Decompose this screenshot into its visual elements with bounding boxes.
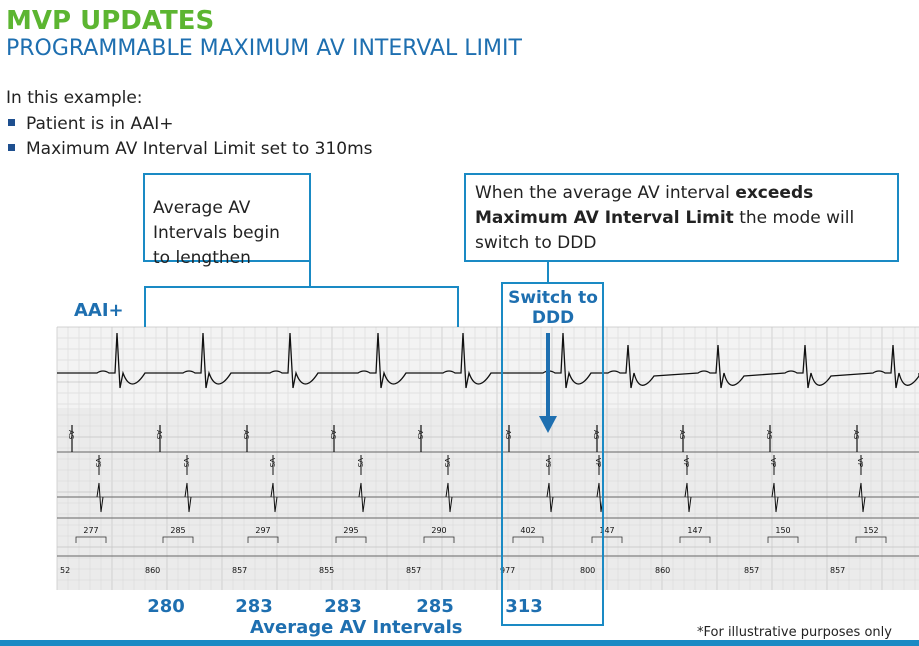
egm-spike xyxy=(445,482,453,513)
callout-text: Average AV Intervals begin to lengthen xyxy=(153,198,280,268)
average-interval: 313 xyxy=(505,596,543,617)
egm-spike xyxy=(270,482,278,513)
subtitle: PROGRAMMABLE MAXIMUM AV INTERVAL LIMIT xyxy=(6,36,522,61)
arrow-head xyxy=(539,416,557,433)
marker-label: VP xyxy=(856,458,864,467)
strip-bg-lower xyxy=(57,408,919,590)
egm-spike xyxy=(184,482,192,513)
marker-label: AS xyxy=(504,430,512,440)
cycle-length: 860 xyxy=(655,566,670,575)
title: MVP UPDATES xyxy=(6,6,215,36)
marker-label: AS xyxy=(242,430,250,440)
interval-bracket xyxy=(591,536,623,543)
callout-text: the mode will switch to DDD xyxy=(475,208,855,253)
footer-bar xyxy=(0,640,919,646)
mode-label: AAI+ xyxy=(74,300,124,321)
interval-bracket xyxy=(162,536,194,543)
interval-bracket xyxy=(335,536,367,543)
marker-label: AS xyxy=(329,430,337,440)
interval-bracket xyxy=(75,536,107,543)
interval-bracket xyxy=(679,536,711,543)
av-interval: 147 xyxy=(687,526,702,535)
average-interval: 283 xyxy=(324,596,362,617)
average-interval: 280 xyxy=(147,596,185,617)
interval-bracket xyxy=(767,536,799,543)
marker-label: AS xyxy=(155,430,163,440)
marker-label: VP xyxy=(769,458,777,467)
switch-label: Switch to DDD xyxy=(508,288,598,328)
marker-label: AS xyxy=(416,430,424,440)
cycle-length: 860 xyxy=(145,566,160,575)
marker-label: VS xyxy=(182,458,190,468)
av-interval: 295 xyxy=(343,526,358,535)
interval-bracket xyxy=(512,536,544,543)
bracket xyxy=(144,286,459,327)
average-label: Average AV Intervals xyxy=(250,617,463,638)
marker-label: VP xyxy=(682,458,690,467)
marker-label: AS xyxy=(592,430,600,440)
switch-box xyxy=(501,282,604,626)
cycle-length: 855 xyxy=(319,566,334,575)
callout-right: When the average AV interval exceeds Max… xyxy=(464,173,899,262)
cycle-length: 857 xyxy=(232,566,247,575)
marker-label: VS xyxy=(544,458,552,468)
cycle-length: 857 xyxy=(406,566,421,575)
cycle-length: 857 xyxy=(744,566,759,575)
av-interval: 152 xyxy=(863,526,878,535)
egm-spike xyxy=(858,482,866,513)
marker-label: VP xyxy=(594,458,602,467)
av-interval: 290 xyxy=(431,526,446,535)
interval-bracket xyxy=(247,536,279,543)
egm-spike xyxy=(546,482,554,513)
average-interval: 283 xyxy=(235,596,273,617)
cycle-length: 800 xyxy=(580,566,595,575)
average-interval: 285 xyxy=(416,596,454,617)
marker-label: VS xyxy=(94,458,102,468)
marker-label: AS xyxy=(852,430,860,440)
av-interval: 297 xyxy=(255,526,270,535)
bullet: Patient is in AAI+ xyxy=(6,114,173,134)
marker-label: AS xyxy=(765,430,773,440)
cycle-length: 52 xyxy=(60,566,70,575)
av-interval: 277 xyxy=(83,526,98,535)
callout-left: Average AV Intervals begin to lengthen xyxy=(143,173,311,268)
marker-label: VS xyxy=(443,458,451,468)
interval-bracket xyxy=(855,536,887,543)
cycle-length: 857 xyxy=(830,566,845,575)
intro: In this example: xyxy=(6,88,143,108)
cycle-length: 977 xyxy=(500,566,515,575)
bullet: Maximum AV Interval Limit set to 310ms xyxy=(6,139,373,159)
egm-spike xyxy=(96,482,104,513)
av-interval: 285 xyxy=(170,526,185,535)
callout-text: When the average AV interval xyxy=(475,183,736,203)
marker-label: AS xyxy=(678,430,686,440)
egm-spike xyxy=(358,482,366,513)
ecg-trace xyxy=(57,332,919,389)
footnote: *For illustrative purposes only xyxy=(697,625,892,640)
av-interval: 147 xyxy=(599,526,614,535)
av-interval: 402 xyxy=(520,526,535,535)
egm-spike xyxy=(771,482,779,513)
marker-label: VS xyxy=(356,458,364,468)
marker-label: AS xyxy=(67,430,75,440)
av-interval: 150 xyxy=(775,526,790,535)
egm-spike xyxy=(684,482,692,513)
marker-label: VS xyxy=(268,458,276,468)
callout-emphasis: exceeds Maximum AV Interval Limit xyxy=(475,183,814,228)
interval-bracket xyxy=(423,536,455,543)
